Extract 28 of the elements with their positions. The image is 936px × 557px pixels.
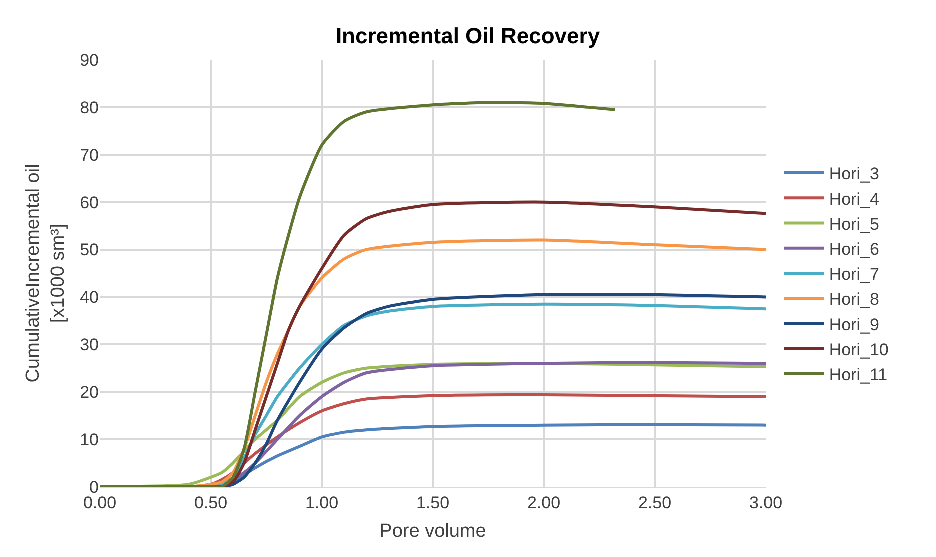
y-tick-label: 90 (80, 50, 99, 70)
legend-label: Hori_9 (829, 315, 880, 334)
y-tick-label: 20 (80, 383, 99, 402)
y-tick-label: 40 (80, 288, 99, 308)
legend-label: Hori_5 (829, 214, 880, 234)
y-tick-label: 80 (80, 98, 99, 118)
y-axis-title: CumulativeIncremental oil [x1000 sm³] (23, 164, 69, 383)
legend-label: Hori_8 (829, 290, 880, 310)
legend-label: Hori_3 (829, 164, 880, 184)
legend-label: Hori_4 (829, 190, 880, 209)
y-tick-label: 10 (80, 430, 99, 450)
x-tick-label: 3.00 (749, 493, 783, 512)
x-tick-label: 1.00 (305, 493, 339, 512)
x-tick-label: 2.50 (638, 493, 672, 512)
legend-label: Hori_6 (829, 240, 880, 259)
line-series (100, 101, 617, 487)
x-tick-label: 0.50 (194, 493, 228, 512)
y-tick-label: 70 (80, 146, 99, 165)
x-axis-title: Pore volume (380, 521, 486, 542)
x-tick-label: 2.00 (527, 493, 561, 512)
y-tick-label: 50 (80, 240, 99, 260)
legend-label: Hori_11 (829, 365, 888, 384)
x-tick-label: 1.50 (416, 493, 450, 512)
chart-title: Incremental Oil Recovery (336, 23, 601, 48)
y-tick-label: 60 (80, 193, 99, 212)
legend-label: Hori_10 (829, 340, 889, 360)
legend-label: Hori_7 (829, 265, 880, 284)
y-tick-label: 30 (80, 336, 99, 355)
